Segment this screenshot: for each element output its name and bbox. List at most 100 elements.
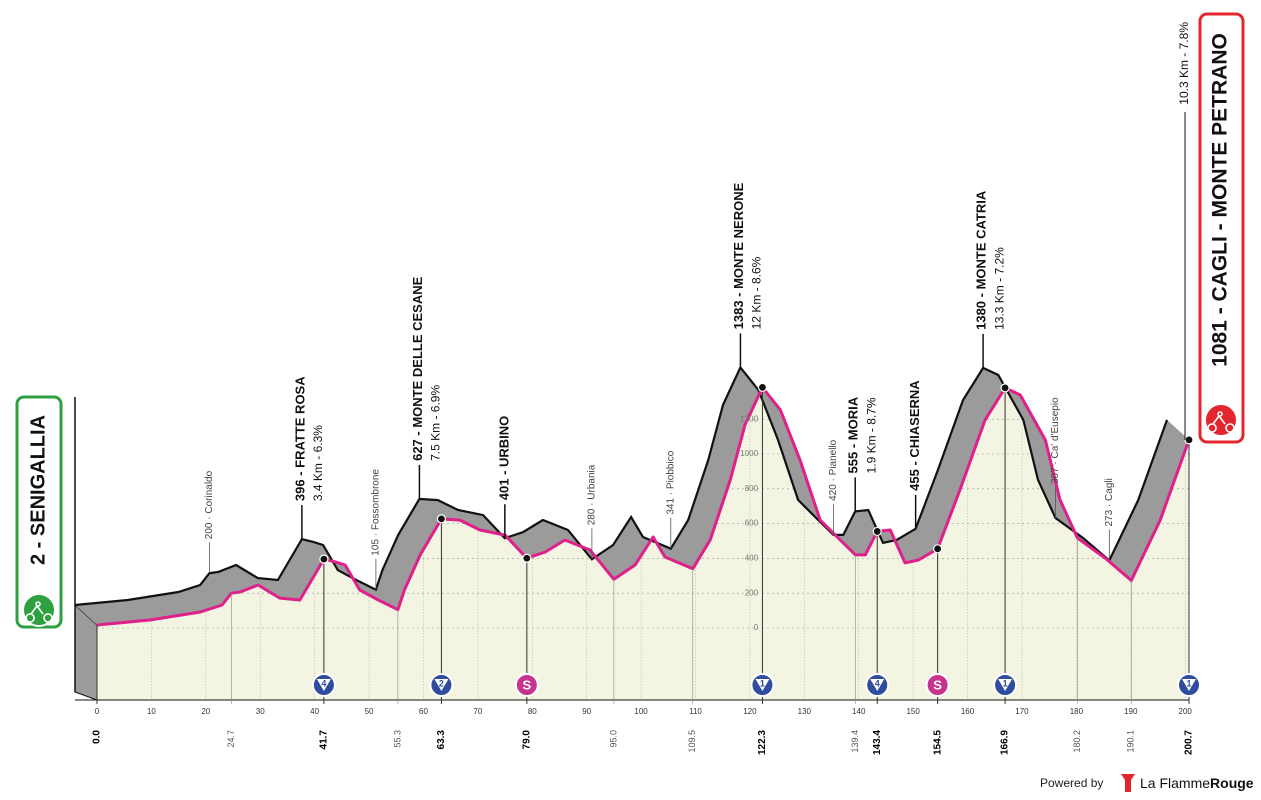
start-icon bbox=[22, 593, 56, 627]
waypoint-dot bbox=[436, 514, 447, 524]
finish-box bbox=[1198, 12, 1245, 444]
y-tick-label: 1000 bbox=[740, 449, 758, 458]
km-label: 166.9 bbox=[1000, 730, 1011, 755]
waypoint-climb: 12 Km - 8.6% bbox=[750, 256, 764, 329]
km-label: 63.3 bbox=[436, 730, 447, 750]
y-tick-label: 800 bbox=[745, 484, 759, 493]
waypoint-name: 200 · Corinaldo bbox=[204, 470, 215, 539]
x-tick-label: 30 bbox=[256, 707, 265, 716]
waypoint-dot bbox=[522, 553, 532, 563]
climb-category: S bbox=[522, 677, 531, 692]
waypoint-name: 627 - MONTE DELLE CESANE bbox=[410, 276, 425, 461]
waypoint-dot bbox=[933, 544, 943, 554]
x-tick-label: 100 bbox=[634, 707, 648, 716]
finish-icon-bike bbox=[1207, 411, 1235, 433]
km-label: 95.0 bbox=[608, 730, 618, 748]
x-tick-label: 180 bbox=[1070, 707, 1084, 716]
badge-triangle bbox=[316, 679, 331, 691]
waypoint-name: 555 - MORIA bbox=[846, 396, 861, 473]
x-tick-label: 60 bbox=[419, 707, 428, 716]
powered-by: Powered by bbox=[1040, 776, 1103, 790]
x-tick-label: 10 bbox=[147, 707, 156, 716]
x-tick-label: 130 bbox=[798, 707, 812, 716]
x-tick-label: 140 bbox=[852, 707, 866, 716]
km-label: 122.3 bbox=[757, 730, 768, 755]
x-tick-label: 70 bbox=[473, 707, 482, 716]
climb-category: 4 bbox=[321, 678, 326, 688]
y-tick-label: 1200 bbox=[740, 414, 758, 423]
y-tick-label: 0 bbox=[754, 623, 759, 632]
x-tick-label: 90 bbox=[582, 707, 591, 716]
km-label: 143.4 bbox=[872, 730, 883, 755]
km-label: 24.7 bbox=[226, 730, 236, 748]
brand-part: Rouge bbox=[1210, 775, 1254, 791]
waypoint-name: 396 - FRATTE ROSA bbox=[292, 376, 307, 501]
profile-top-edge bbox=[74, 365, 1169, 607]
km-label: 180.2 bbox=[1072, 730, 1082, 753]
waypoint-dot bbox=[872, 526, 882, 537]
climb-category: 1 bbox=[1003, 678, 1008, 688]
x-tick-label: 120 bbox=[743, 707, 757, 716]
waypoint-dot bbox=[757, 382, 768, 392]
profile-area bbox=[97, 387, 1189, 700]
km-label: 109.5 bbox=[687, 730, 697, 753]
x-tick-label: 50 bbox=[365, 707, 374, 716]
waypoint-climb: 1.9 Km - 8.7% bbox=[864, 397, 878, 473]
finish-name: 1081 - CAGLI - MONTE PETRANO bbox=[1209, 33, 1232, 367]
waypoint-dot bbox=[1000, 383, 1010, 393]
badge-triangle bbox=[434, 679, 449, 691]
waypoint-name: 420 · Pianello bbox=[828, 439, 839, 501]
y-tick-label: 600 bbox=[745, 519, 759, 528]
climb-category: 1 bbox=[1186, 678, 1191, 688]
km-label: 154.5 bbox=[932, 730, 943, 755]
x-tick-label: 110 bbox=[689, 707, 702, 716]
waypoint-name: 105 · Fossombrone bbox=[371, 469, 382, 556]
km-label: 55.3 bbox=[392, 730, 402, 748]
waypoint-name: 307 · Ca' d'Eusepio bbox=[1050, 397, 1061, 484]
badge-triangle bbox=[998, 679, 1013, 691]
km-label: 190.1 bbox=[1126, 730, 1136, 753]
climb-category: 2 bbox=[439, 678, 444, 688]
y-tick-label: 200 bbox=[745, 588, 759, 597]
waypoint-name: 1380 - MONTE CATRIA bbox=[974, 190, 989, 330]
start-name: 2 - SENIGALLIA bbox=[27, 415, 49, 565]
waypoint-name: 341 · Piobbico bbox=[665, 450, 676, 514]
waypoint-name: 1383 - MONTE NERONE bbox=[731, 182, 746, 329]
x-tick-label: 170 bbox=[1015, 707, 1029, 716]
brand-name: La FlammeRouge bbox=[1140, 775, 1254, 791]
x-tick-label: 40 bbox=[310, 707, 319, 716]
x-tick-label: 160 bbox=[961, 707, 975, 716]
waypoint-name: 401 - URBINO bbox=[496, 416, 511, 501]
climb-category: 1 bbox=[760, 678, 765, 688]
brand-part: La Flamme bbox=[1140, 775, 1210, 791]
waypoint-climb: 7.5 Km - 6.9% bbox=[429, 385, 443, 461]
waypoint-dot bbox=[319, 554, 329, 564]
km-label: 79.0 bbox=[521, 730, 532, 750]
km-label: 139.4 bbox=[850, 730, 860, 753]
km-label: 41.7 bbox=[319, 730, 330, 750]
x-tick-label: 200 bbox=[1179, 707, 1193, 716]
waypoint-dot bbox=[1184, 435, 1194, 445]
waypoint-name: 455 - CHIASERNA bbox=[907, 380, 922, 491]
x-tick-label: 190 bbox=[1124, 707, 1138, 716]
start-icon-bike bbox=[25, 601, 53, 623]
badge-triangle bbox=[755, 679, 770, 691]
km-label: 0.0 bbox=[92, 730, 103, 744]
waypoint-name: 273 · Cagli bbox=[1104, 478, 1115, 526]
badge-triangle bbox=[1182, 679, 1196, 691]
climb-badge bbox=[514, 673, 539, 697]
x-tick-label: 20 bbox=[201, 707, 210, 716]
km-label: 200.7 bbox=[1184, 730, 1195, 755]
x-tick-label: 0 bbox=[95, 707, 100, 716]
x-tick-label: 80 bbox=[528, 707, 537, 716]
y-tick-label: 400 bbox=[745, 554, 759, 563]
climb-category: S bbox=[933, 677, 942, 692]
waypoint-climb: 13.3 Km - 7.2% bbox=[992, 247, 1006, 330]
waypoint-name: 280 · Urbania bbox=[587, 464, 598, 525]
x-tick-label: 150 bbox=[906, 707, 920, 716]
waypoint-climb: 3.4 Km - 6.3% bbox=[311, 425, 325, 501]
badge-triangle bbox=[870, 679, 885, 691]
finish-climb: 10.3 Km - 7.8% bbox=[1177, 22, 1191, 105]
climb-badge bbox=[925, 673, 950, 697]
